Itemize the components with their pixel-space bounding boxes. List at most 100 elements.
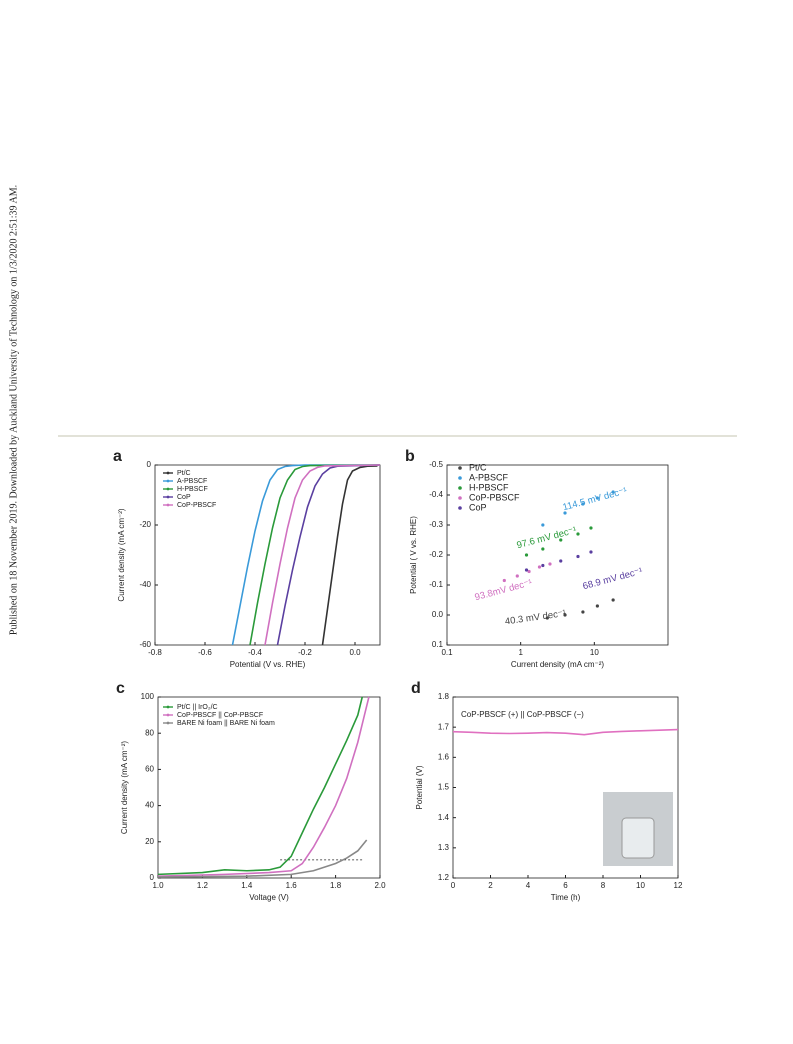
legend-label: A-PBSCF bbox=[469, 472, 509, 482]
point bbox=[541, 563, 545, 568]
y-tick-label: 60 bbox=[145, 765, 154, 774]
x-tick-label: 0.1 bbox=[441, 648, 453, 657]
y-tick-label: -0.2 bbox=[429, 550, 443, 559]
point bbox=[589, 526, 593, 530]
x-tick-label: -0.8 bbox=[148, 648, 162, 657]
y-tick-label: 0 bbox=[150, 873, 155, 882]
point bbox=[559, 559, 563, 563]
point bbox=[589, 550, 593, 554]
x-tick-label: 1.2 bbox=[197, 881, 209, 890]
y-tick-label: -60 bbox=[139, 640, 151, 649]
inset-jar bbox=[621, 817, 655, 859]
panel-letter: b bbox=[405, 448, 415, 465]
y-axis-label: Potential ( V vs. RHE) bbox=[409, 516, 418, 594]
legend-label: Pt/C bbox=[469, 462, 487, 472]
point bbox=[611, 490, 615, 494]
x-tick-label: 10 bbox=[590, 648, 599, 657]
point bbox=[563, 613, 567, 617]
y-tick-label: 1.5 bbox=[438, 783, 450, 792]
x-axis-label: Time (h) bbox=[551, 893, 581, 902]
point bbox=[515, 574, 519, 578]
point bbox=[559, 538, 563, 542]
x-axis-label: Current density (mA cm⁻²) bbox=[511, 660, 604, 669]
point bbox=[595, 604, 599, 608]
legend-label: H-PBSCF bbox=[177, 486, 208, 493]
point bbox=[545, 616, 549, 620]
y-tick-label: -20 bbox=[139, 520, 151, 529]
slope-label: 114.5 mV dec⁻¹ bbox=[562, 486, 629, 514]
legend-marker bbox=[166, 487, 170, 491]
y-tick-label: 100 bbox=[141, 692, 155, 701]
plot-frame bbox=[154, 464, 381, 646]
series-line bbox=[231, 464, 380, 646]
legend-marker bbox=[458, 496, 462, 500]
series-line bbox=[452, 728, 679, 736]
legend-label: Pt/C bbox=[177, 470, 191, 477]
point bbox=[524, 568, 529, 572]
y-tick-label: 80 bbox=[145, 728, 154, 737]
slope-label: 68.9 mV dec⁻¹ bbox=[582, 566, 644, 593]
series-line bbox=[276, 464, 381, 646]
point bbox=[541, 547, 545, 551]
legend-marker bbox=[166, 705, 170, 709]
point bbox=[502, 578, 506, 583]
x-tick-label: -0.2 bbox=[298, 648, 312, 657]
x-axis-label: Voltage (V) bbox=[249, 893, 289, 902]
legend-marker bbox=[166, 495, 170, 499]
legend-label: A-PBSCF bbox=[177, 478, 207, 485]
series-line bbox=[157, 839, 368, 878]
x-tick-label: -0.6 bbox=[198, 648, 212, 657]
sidebar: Published on 18 November 2019. Downloade… bbox=[8, 185, 19, 635]
series-line bbox=[264, 464, 381, 646]
legend-label: CoP bbox=[469, 502, 487, 512]
y-tick-label: 40 bbox=[145, 801, 154, 810]
x-tick-label: 1.6 bbox=[286, 881, 298, 890]
y-tick-label: -0.3 bbox=[429, 520, 443, 529]
panel-letter: d bbox=[411, 680, 421, 697]
point bbox=[576, 554, 580, 559]
point bbox=[595, 496, 599, 500]
point bbox=[576, 532, 580, 536]
slope-label: 40.3 mV dec⁻¹ bbox=[504, 608, 566, 627]
panel-letter: c bbox=[116, 680, 125, 697]
legend-label: CoP-PBSCF bbox=[177, 502, 216, 509]
legend-marker bbox=[166, 503, 170, 507]
x-axis-label: Potential (V vs. RHE) bbox=[230, 660, 306, 669]
point bbox=[581, 502, 585, 506]
point bbox=[611, 598, 615, 602]
x-tick-label: 1.8 bbox=[330, 881, 342, 890]
legend-marker bbox=[166, 713, 170, 717]
point bbox=[581, 610, 585, 614]
series-line bbox=[157, 696, 370, 877]
y-tick-label: -0.1 bbox=[429, 580, 443, 589]
legend-label: CoP-PBSCF || CoP-PBSCF bbox=[177, 712, 263, 719]
y-tick-label: 1.8 bbox=[438, 692, 450, 701]
y-tick-label: 1.2 bbox=[438, 873, 450, 882]
point bbox=[524, 553, 529, 557]
x-tick-label: 6 bbox=[563, 881, 568, 890]
y-axis-label: Current density (mA cm⁻²) bbox=[120, 741, 129, 834]
chart-title: CoP-PBSCF (+) || CoP-PBSCF (−) bbox=[461, 710, 584, 719]
legend-marker bbox=[166, 479, 170, 483]
x-tick-label: 10 bbox=[636, 881, 645, 890]
legend-marker bbox=[166, 471, 170, 475]
panel-letter: a bbox=[113, 448, 122, 465]
y-tick-label: -40 bbox=[139, 580, 151, 589]
legend-marker bbox=[458, 466, 462, 470]
y-tick-label: 20 bbox=[145, 837, 154, 846]
series-line bbox=[157, 696, 364, 876]
x-tick-label: 2.0 bbox=[374, 881, 386, 890]
y-tick-label: 0.1 bbox=[432, 640, 444, 649]
y-tick-label: -0.5 bbox=[429, 460, 443, 469]
legend-label: Pt/C || IrO₂/C bbox=[177, 704, 218, 711]
y-tick-label: 1.6 bbox=[438, 752, 450, 761]
x-tick-label: 8 bbox=[601, 881, 606, 890]
y-tick-label: 1.7 bbox=[438, 722, 450, 731]
legend-marker bbox=[458, 506, 462, 510]
legend-label: H-PBSCF bbox=[469, 482, 509, 492]
series-line bbox=[249, 464, 381, 646]
point bbox=[527, 569, 531, 574]
y-tick-label: 0.0 bbox=[432, 610, 444, 619]
